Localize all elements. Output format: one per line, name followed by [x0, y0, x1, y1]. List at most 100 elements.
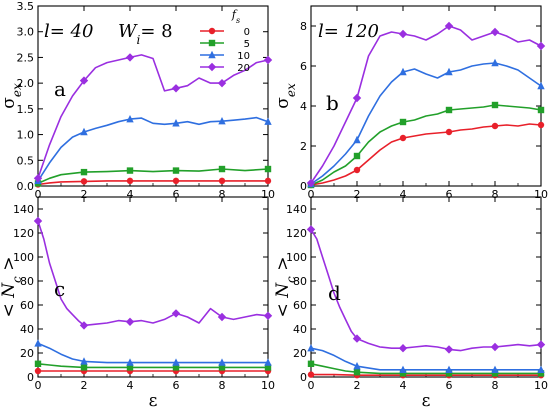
x-tick-label: 8 — [492, 379, 499, 392]
legend-title: fs — [231, 8, 240, 25]
panel-label: a — [54, 77, 66, 101]
series-line — [310, 363, 541, 375]
series-line — [311, 373, 541, 377]
y-tick-label: 100 — [13, 251, 34, 264]
data-point — [353, 369, 361, 376]
legend-item-10: 10 — [200, 50, 250, 62]
y-axis-label-left: < — [273, 298, 293, 318]
x-tick-label: 0 — [308, 379, 315, 392]
plot-frame — [37, 196, 269, 378]
y-tick-label: 0.5 — [17, 154, 35, 167]
data-point — [398, 29, 408, 39]
y-axis-label: < Nc > — [0, 257, 24, 318]
y-tick-label: 120 — [13, 227, 34, 240]
panel-label: c — [54, 277, 65, 301]
x-axis-label: ε — [422, 391, 431, 410]
y-tick-label: 1.5 — [17, 103, 35, 116]
data-point — [34, 339, 42, 347]
data-point — [126, 114, 134, 123]
y-tick-label: 3.5 — [17, 0, 35, 13]
data-point — [80, 168, 88, 176]
data-point — [80, 364, 88, 371]
legend-marker — [207, 62, 217, 72]
legend-title-base: f — [231, 8, 238, 21]
data-point — [217, 312, 227, 322]
data-point — [171, 84, 181, 93]
data-point — [491, 370, 499, 377]
x-tick-label: 4 — [400, 188, 407, 201]
y-axis-label-base: N — [273, 282, 293, 299]
y-axis-label: σex — [0, 83, 24, 109]
legend-marker — [208, 27, 216, 35]
data-point — [79, 76, 89, 85]
x-tick-label: 8 — [219, 379, 226, 392]
series-line — [310, 228, 542, 352]
data-point — [217, 78, 227, 88]
x-tick-label: 4 — [400, 379, 407, 392]
data-point — [353, 152, 361, 160]
y-axis-label-sub: ex — [10, 83, 24, 97]
y-tick-label: 1.0 — [17, 129, 35, 142]
series-line — [37, 363, 268, 369]
x-tick-label: 2 — [354, 379, 361, 392]
data-point — [172, 167, 180, 174]
y-axis-label-base: σ — [273, 97, 293, 109]
data-point — [352, 93, 362, 103]
legend-item-20: 20 — [200, 62, 250, 74]
series-line — [37, 168, 269, 185]
series-line — [37, 116, 269, 182]
data-point — [491, 58, 499, 67]
data-point — [34, 360, 42, 367]
y-tick-label: 100 — [286, 251, 307, 264]
y-axis-label-sub: c — [10, 276, 24, 283]
series-line — [310, 104, 542, 186]
data-point — [445, 370, 453, 377]
series-20 — [306, 21, 546, 188]
data-point — [126, 167, 134, 174]
annotation-l: l= 40 — [44, 21, 93, 42]
x-tick-label: 4 — [127, 188, 134, 201]
data-point — [353, 135, 361, 144]
data-point — [399, 370, 407, 377]
y-axis-label-sub: ex — [284, 83, 298, 97]
data-point — [307, 344, 315, 352]
panel-label: d — [328, 281, 341, 305]
y-tick-label: 2 — [300, 140, 307, 153]
series-line — [310, 347, 541, 371]
data-point — [126, 177, 134, 185]
annotation-l: l= 120 — [318, 21, 379, 42]
legend-label: 0 — [244, 27, 250, 38]
data-point — [80, 127, 88, 136]
data-point — [218, 165, 226, 173]
annotation-w-subscript: i — [137, 33, 141, 47]
series-line — [310, 25, 542, 184]
data-point — [172, 177, 180, 185]
data-point — [218, 358, 226, 366]
x-tick-label: 10 — [534, 379, 548, 392]
y-tick-label: 120 — [286, 227, 307, 240]
data-point — [537, 370, 545, 377]
data-point — [444, 21, 454, 31]
legend-item-5: 5 — [200, 39, 250, 50]
series-10 — [34, 339, 272, 366]
y-tick-label: 40 — [293, 323, 307, 336]
y-tick-label: 2.5 — [17, 51, 35, 64]
x-tick-label: 10 — [534, 188, 548, 201]
y-axis-label: < Nc > — [273, 257, 298, 318]
data-point — [126, 364, 134, 371]
panel-label: b — [326, 91, 339, 115]
y-tick-label: 80 — [20, 275, 34, 288]
series-20 — [306, 225, 546, 354]
x-tick-label: 2 — [354, 188, 361, 201]
data-point — [445, 106, 453, 114]
data-point — [491, 122, 499, 130]
legend-title-sub: s — [236, 16, 240, 25]
series-line — [37, 342, 268, 364]
data-point — [80, 357, 88, 365]
y-tick-label: 0 — [300, 180, 307, 193]
y-axis-label-base: σ — [0, 97, 19, 109]
x-axis-label: ε — [149, 391, 158, 410]
data-point — [263, 311, 273, 320]
